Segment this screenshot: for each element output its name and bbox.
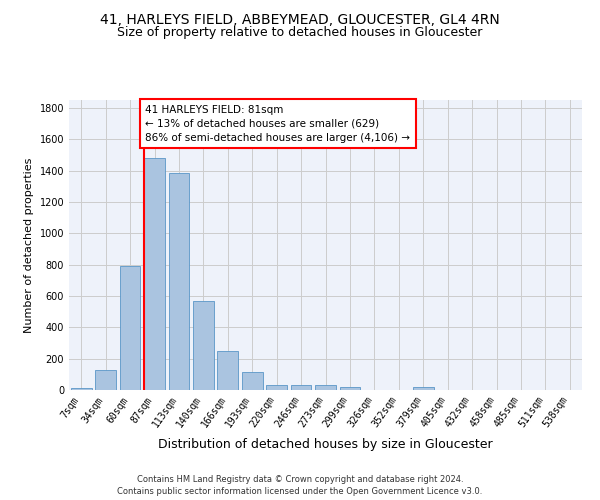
X-axis label: Distribution of detached houses by size in Gloucester: Distribution of detached houses by size … bbox=[158, 438, 493, 451]
Bar bbox=[95, 370, 116, 390]
Bar bbox=[119, 266, 140, 390]
Bar bbox=[413, 387, 434, 390]
Bar bbox=[242, 372, 263, 390]
Bar bbox=[217, 351, 238, 390]
Text: Contains HM Land Registry data © Crown copyright and database right 2024.
Contai: Contains HM Land Registry data © Crown c… bbox=[118, 474, 482, 496]
Bar bbox=[315, 386, 336, 390]
Text: Size of property relative to detached houses in Gloucester: Size of property relative to detached ho… bbox=[118, 26, 482, 39]
Bar bbox=[169, 173, 190, 390]
Bar bbox=[290, 386, 311, 390]
Bar bbox=[266, 384, 287, 390]
Bar bbox=[340, 387, 361, 390]
Y-axis label: Number of detached properties: Number of detached properties bbox=[24, 158, 34, 332]
Text: 41 HARLEYS FIELD: 81sqm
← 13% of detached houses are smaller (629)
86% of semi-d: 41 HARLEYS FIELD: 81sqm ← 13% of detache… bbox=[145, 104, 410, 142]
Bar bbox=[144, 158, 165, 390]
Bar bbox=[193, 300, 214, 390]
Bar bbox=[71, 388, 92, 390]
Text: 41, HARLEYS FIELD, ABBEYMEAD, GLOUCESTER, GL4 4RN: 41, HARLEYS FIELD, ABBEYMEAD, GLOUCESTER… bbox=[100, 12, 500, 26]
